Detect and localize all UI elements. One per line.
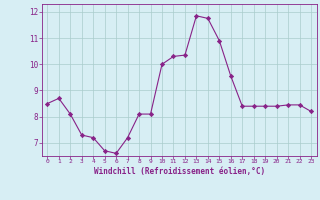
X-axis label: Windchill (Refroidissement éolien,°C): Windchill (Refroidissement éolien,°C)	[94, 167, 265, 176]
